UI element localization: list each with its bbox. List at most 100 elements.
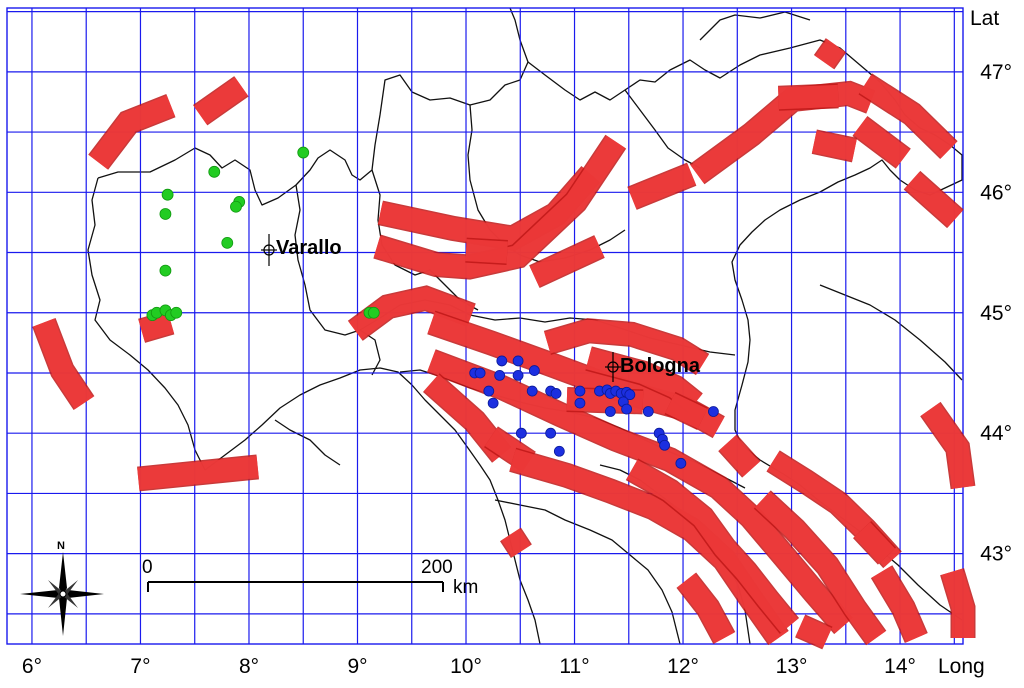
fault-zone xyxy=(543,318,710,376)
fault-zone-band xyxy=(665,393,708,429)
fault-zone xyxy=(625,458,800,634)
varallo-marker-icon xyxy=(261,234,277,266)
blue-point xyxy=(512,369,524,381)
lon-tick-label: 8° xyxy=(239,655,259,678)
fault-zone-band xyxy=(859,74,957,158)
green-point xyxy=(367,306,380,319)
fault-zones xyxy=(32,38,976,650)
green-point xyxy=(297,146,310,159)
fault-zone-band xyxy=(754,491,886,645)
fault-zone xyxy=(664,391,709,431)
fault-zone-band xyxy=(941,568,974,638)
lon-tick-label: 10° xyxy=(450,655,482,678)
fault-zone-band xyxy=(348,286,476,340)
green-point xyxy=(230,200,242,213)
fault-zone-band xyxy=(585,347,702,412)
fault-zone-band xyxy=(854,522,896,564)
axis-labels: Lat Long 6° 7° 8° 9° 10° 11° 12° 13° 14° 47° 46° 45… xyxy=(22,7,1012,678)
green-point xyxy=(159,264,172,277)
fault-zone xyxy=(903,170,964,229)
blue-point xyxy=(526,385,538,397)
compass-north-label: N xyxy=(57,540,65,552)
lon-tick-label: 12° xyxy=(667,655,699,678)
blue-point xyxy=(494,369,506,381)
fault-zone xyxy=(347,285,476,341)
blue-point xyxy=(483,385,495,397)
lat-tick-label: 44° xyxy=(980,422,1012,445)
green-point xyxy=(161,188,174,201)
green-point xyxy=(170,306,183,319)
fault-zone-band xyxy=(89,95,175,169)
blue-points xyxy=(469,355,719,469)
fault-zone xyxy=(870,565,928,643)
fault-zone xyxy=(138,310,175,343)
blue-point xyxy=(675,457,687,469)
lat-tick-label: 43° xyxy=(980,543,1012,566)
blue-point xyxy=(708,406,719,417)
fault-zone-band xyxy=(719,435,760,477)
fault-zone xyxy=(500,527,532,559)
city-bologna: Bologna xyxy=(605,352,701,382)
fault-zone-band xyxy=(872,566,927,643)
lat-tick-label: 45° xyxy=(980,302,1012,325)
regional-boundary-1 xyxy=(294,184,381,376)
fault-zone xyxy=(137,454,259,492)
regional-boundary-7 xyxy=(494,499,681,645)
fault-zone xyxy=(795,614,833,650)
fault-zone xyxy=(852,521,897,565)
blue-point xyxy=(624,389,636,401)
lat-tick-label: 46° xyxy=(980,181,1012,204)
blue-point xyxy=(528,365,540,376)
blue-point xyxy=(574,385,586,397)
regional-boundary-11 xyxy=(819,284,963,381)
green-points xyxy=(146,146,380,322)
fault-zone xyxy=(813,38,847,70)
green-point xyxy=(159,208,172,220)
regional-boundary-9 xyxy=(624,89,701,169)
western-coast-boundary xyxy=(87,177,206,471)
scale-bar: 0 200 km xyxy=(142,557,478,598)
varallo-label: Varallo xyxy=(276,237,342,259)
blue-point xyxy=(496,355,508,367)
city-varallo: Varallo xyxy=(261,234,342,266)
green-point xyxy=(221,236,234,249)
lon-tick-label: 13° xyxy=(776,655,808,678)
fault-zone-band xyxy=(427,350,852,634)
fault-zone-band xyxy=(33,318,94,410)
blue-point xyxy=(474,367,486,379)
blue-point xyxy=(574,397,586,409)
fault-zone-band xyxy=(921,402,974,489)
fault-zone xyxy=(627,162,697,210)
fault-zone-band xyxy=(778,84,839,110)
bologna-label: Bologna xyxy=(620,355,701,377)
fault-zone-band xyxy=(677,573,734,644)
fault-zone-band xyxy=(904,171,963,228)
fault-zone-band xyxy=(853,117,910,168)
fault-zone-band xyxy=(529,236,605,287)
blue-point xyxy=(553,445,565,457)
fault-zone xyxy=(920,401,976,490)
regional-boundary-2 xyxy=(371,169,479,311)
regional-boundary-10 xyxy=(274,419,341,466)
blue-point xyxy=(659,439,670,451)
long-axis-title: Long xyxy=(938,655,985,678)
blue-point xyxy=(550,388,562,399)
western-alps-boundary xyxy=(97,7,529,206)
fault-zone-band xyxy=(465,239,508,264)
lon-tick-label: 6° xyxy=(22,655,42,678)
green-point xyxy=(208,165,221,178)
fault-zone xyxy=(858,73,958,160)
fault-zone-band xyxy=(137,455,259,490)
compass-rose-icon: N xyxy=(20,540,104,636)
fault-zone xyxy=(753,490,887,646)
fault-zone-band xyxy=(193,77,248,125)
map-border xyxy=(6,7,964,645)
blue-point xyxy=(545,427,557,439)
fault-zone xyxy=(811,129,858,163)
fault-zone xyxy=(676,572,736,644)
ligurian-coast xyxy=(204,367,541,645)
fault-zone xyxy=(852,116,911,169)
blue-point xyxy=(604,406,616,417)
blue-point xyxy=(512,355,524,367)
